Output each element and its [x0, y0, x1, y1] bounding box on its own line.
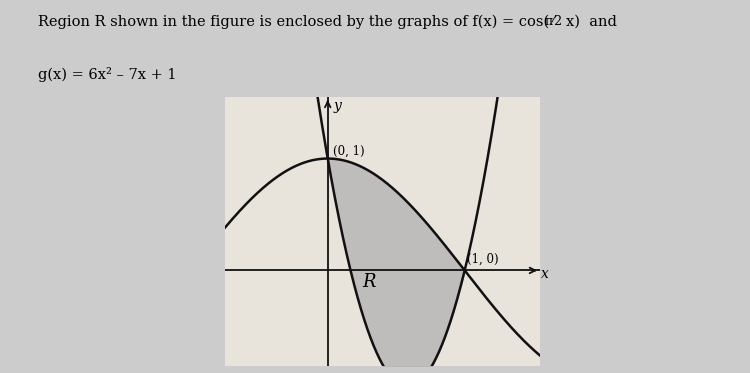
- Text: (0, 1): (0, 1): [333, 145, 364, 158]
- Text: y: y: [333, 99, 341, 113]
- Text: R: R: [362, 273, 376, 291]
- Text: x)  and: x) and: [566, 15, 617, 29]
- Text: g(x) = 6x² – 7x + 1: g(x) = 6x² – 7x + 1: [38, 67, 176, 82]
- Text: π⁄2: π⁄2: [544, 15, 562, 28]
- Text: (1, 0): (1, 0): [467, 253, 499, 266]
- Text: Region R shown in the figure is enclosed by the graphs of f(x) = cos(: Region R shown in the figure is enclosed…: [38, 15, 548, 29]
- Text: x: x: [542, 267, 549, 281]
